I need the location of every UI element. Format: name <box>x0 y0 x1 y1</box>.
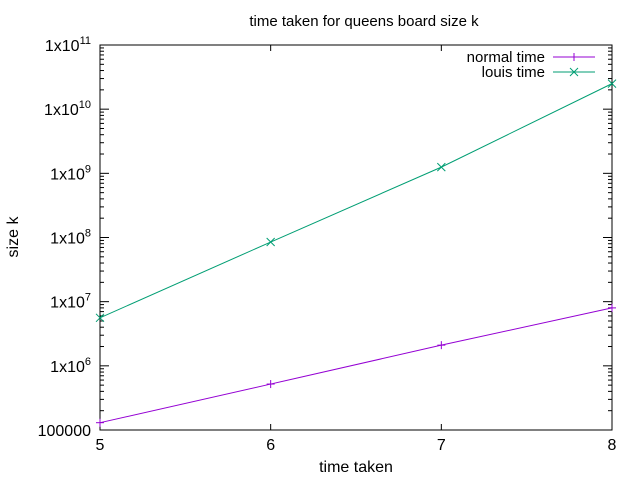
x-axis-title: time taken <box>319 459 393 476</box>
data-point-louis-time <box>607 79 617 88</box>
y-tick-label: 1x1011 <box>45 35 91 55</box>
data-point-louis-time <box>266 237 276 247</box>
legend-marker <box>569 67 579 77</box>
plot-frame <box>99 44 613 431</box>
series-layer <box>95 79 617 427</box>
data-point-normal-time <box>96 418 104 427</box>
series-line-louis-time <box>99 83 613 319</box>
legend-label: louis time <box>482 64 545 81</box>
data-point-normal-time <box>608 303 616 312</box>
chart-title: time taken for queens board size k <box>249 13 479 30</box>
x-tick-label: 5 <box>96 437 105 454</box>
y-tick-label: 1x106 <box>50 356 91 376</box>
y-tick-label: 1x107 <box>50 292 91 312</box>
x-tick-label: 6 <box>266 437 275 454</box>
legend-label: normal time <box>467 49 545 66</box>
data-point-normal-time <box>266 380 275 389</box>
y-tick-label: 100000 <box>38 423 91 440</box>
legend-marker <box>570 53 578 61</box>
y-tick-label: 1x108 <box>50 228 91 248</box>
y-tick-label: 1x109 <box>50 163 91 183</box>
y-tick-label: 1x1010 <box>44 99 91 119</box>
series-line-normal-time <box>99 307 613 424</box>
data-point-normal-time <box>437 341 446 350</box>
x-tick-label: 7 <box>437 437 446 454</box>
data-point-louis-time <box>436 162 446 172</box>
x-tick-label: 8 <box>608 437 617 454</box>
axis-ticks: 5 6 7 8 100000 1x106 1x107 1x108 1x109 1x1010 1x10… <box>38 35 617 454</box>
y-axis-title: size k <box>5 216 22 258</box>
data-point-louis-time <box>95 313 105 323</box>
